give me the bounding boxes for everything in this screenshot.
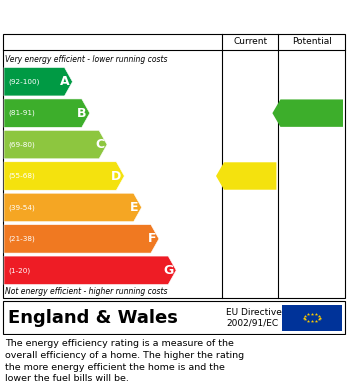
Polygon shape <box>4 99 90 127</box>
Polygon shape <box>4 68 72 96</box>
Text: Energy Efficiency Rating: Energy Efficiency Rating <box>9 7 238 25</box>
Text: (69-80): (69-80) <box>8 141 35 148</box>
Text: EU Directive
2002/91/EC: EU Directive 2002/91/EC <box>226 308 282 328</box>
Text: (92-100): (92-100) <box>8 79 39 85</box>
Text: Not energy efficient - higher running costs: Not energy efficient - higher running co… <box>5 287 167 296</box>
Text: (55-68): (55-68) <box>8 173 35 179</box>
Text: England & Wales: England & Wales <box>8 309 178 327</box>
Text: B: B <box>77 107 87 120</box>
Polygon shape <box>4 193 142 222</box>
Text: Potential: Potential <box>292 36 332 45</box>
Text: (39-54): (39-54) <box>8 204 35 211</box>
Text: Very energy efficient - lower running costs: Very energy efficient - lower running co… <box>5 56 167 65</box>
Polygon shape <box>4 256 176 285</box>
Text: D: D <box>111 170 121 183</box>
Text: E: E <box>130 201 139 214</box>
Text: F: F <box>148 232 156 246</box>
Polygon shape <box>4 225 159 253</box>
Bar <box>282 305 342 330</box>
Text: C: C <box>95 138 104 151</box>
Polygon shape <box>4 162 124 190</box>
Text: (1-20): (1-20) <box>8 267 30 274</box>
Text: The energy efficiency rating is a measure of the
overall efficiency of a home. T: The energy efficiency rating is a measur… <box>5 339 244 384</box>
Polygon shape <box>216 162 276 190</box>
Text: (21-38): (21-38) <box>8 236 35 242</box>
Text: 66: 66 <box>242 170 259 183</box>
Text: Current: Current <box>233 36 267 45</box>
Text: 84: 84 <box>303 107 321 120</box>
Text: (81-91): (81-91) <box>8 110 35 117</box>
Text: G: G <box>163 264 173 277</box>
Polygon shape <box>272 99 343 127</box>
Polygon shape <box>4 130 107 159</box>
Text: A: A <box>60 75 70 88</box>
